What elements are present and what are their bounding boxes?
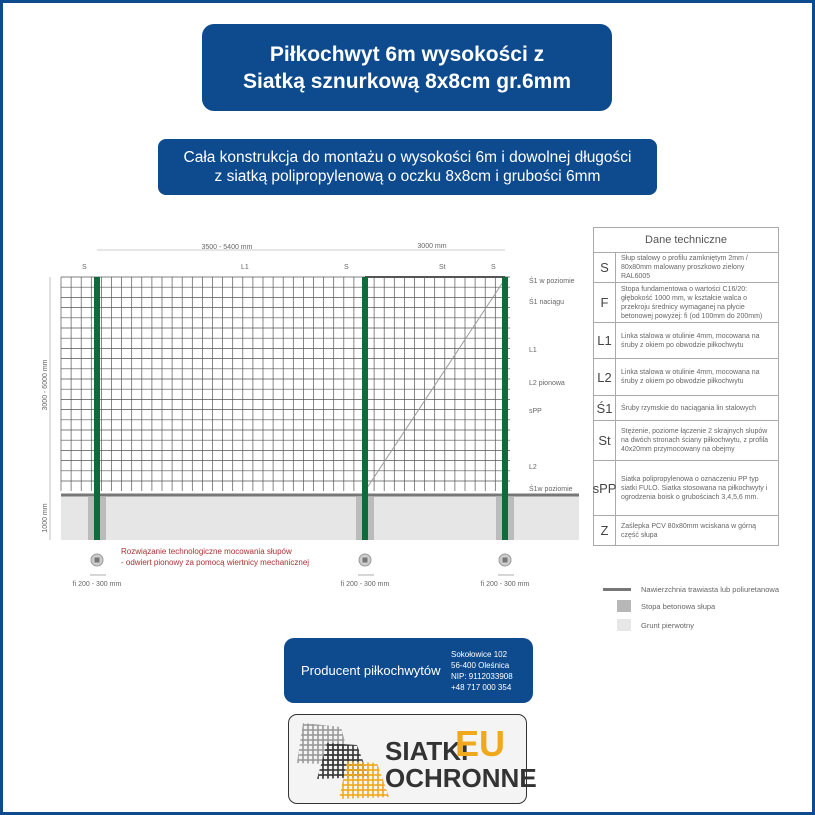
row-code: S	[594, 253, 616, 282]
table-row: F Stopa fundamentowa o wartości C16/20: g…	[594, 283, 778, 323]
tech-data-table: Dane techniczne S Słup stalowy o profilu …	[593, 227, 779, 546]
logo: SIATKI EU OCHRONNE	[288, 714, 537, 804]
soil-swatch	[617, 619, 631, 631]
phone: +48 717 000 354	[451, 682, 512, 692]
logo-text: SIATKI	[385, 736, 469, 766]
row-code: St	[594, 421, 616, 460]
label-st: St	[439, 264, 446, 271]
producer-box: Producent piłkochwytów Sokołowice 102 56…	[284, 638, 533, 703]
row-description: Stężenie, poziome łączenie 2 skrajnych s…	[621, 428, 769, 453]
row-description: Zaślepka PCV 80x80mm wciskana w górną cz…	[621, 522, 757, 539]
table-row: Ś1 Śruby rzymskie do naciągania lin stalo…	[594, 396, 778, 421]
post-section	[362, 557, 368, 563]
row-code: Z	[594, 516, 616, 545]
row-code: Ś1	[594, 396, 616, 420]
dim-left-label: 3500 - 5400 mm	[202, 244, 253, 251]
row-description: Śruby rzymskie do naciągania lin stalowy…	[621, 404, 757, 412]
table-row: Z Zaślepka PCV 80x80mm wciskana w górną c…	[594, 516, 778, 546]
legend-label: Stopa betonowa słupa	[641, 601, 716, 611]
nip: NIP: 9112033908	[451, 671, 513, 681]
legend-foundation: Stopa betonowa słupa	[603, 600, 715, 612]
label-s: S	[344, 264, 349, 271]
steel-post	[362, 277, 368, 540]
label-s: S	[82, 264, 87, 271]
foot-dim-label: fi 200 - 300 mm	[481, 581, 530, 588]
post-section	[94, 557, 100, 563]
address-line: Sokołowice 102	[451, 649, 508, 659]
logo-mesh-icon	[297, 723, 389, 799]
legend-label: Grunt pierwotny	[641, 620, 694, 630]
logo-text-eu: EU	[455, 723, 506, 764]
subtitle-line-2: z siatką polipropylenową o oczku 8x8cm i…	[214, 168, 601, 185]
row-description: Siatka polipropylenowa o oznaczeniu PP t…	[621, 475, 768, 501]
side-label: L2	[529, 464, 537, 471]
dim-ground-label: 1000 mm	[42, 503, 49, 532]
dim-height-label: 3000 - 6000 mm	[42, 359, 49, 410]
page-title: Piłkochwyt 6m wysokości z Siatką sznurko…	[202, 24, 612, 111]
net-mesh	[60, 276, 510, 491]
steel-post	[94, 277, 100, 540]
label-s: S	[491, 264, 496, 271]
ground-soil	[61, 494, 579, 540]
legend-soil: Grunt pierwotny	[603, 619, 694, 631]
subtitle-line-1: Cała konstrukcja do montażu o wysokości …	[183, 149, 632, 166]
title-line-1: Piłkochwyt 6m wysokości z	[269, 42, 545, 66]
side-label: Ś1 w poziomie	[529, 276, 575, 285]
row-code: sPP	[593, 461, 616, 515]
table-row: sPP Siatka polipropylenowa o oznaczeniu P…	[593, 461, 778, 516]
foot-dim-label: fi 200 - 300 mm	[73, 581, 122, 588]
table-row: St Stężenie, poziome łączenie 2 skrajnych…	[594, 421, 778, 461]
foot-dim-label: fi 200 - 300 mm	[341, 581, 390, 588]
table-row: L2 Linka stalowa w otulinie 4mm, mocowana…	[594, 359, 778, 396]
foundation-swatch	[617, 600, 631, 612]
producer-address: Sokołowice 102 56-400 Oleśnica NIP: 9112…	[451, 649, 513, 693]
table-header: Dane techniczne	[594, 228, 778, 253]
row-code: L1	[594, 323, 616, 358]
row-code: F	[594, 283, 616, 322]
table-row: L1 Linka stalowa w otulinie 4mm, mocowana…	[594, 323, 778, 359]
title-line-2: Siatką sznurkową 8x8cm gr.6mm	[243, 69, 571, 93]
row-description: Stopa fundamentowa o wartości C16/20: gł…	[621, 285, 763, 320]
mounting-note-2: - odwiert pionowy za pomocą wiertnicy me…	[121, 558, 309, 567]
subtitle-banner: Cała konstrukcja do montażu o wysokości …	[158, 139, 657, 195]
mounting-note-1: Rozwiązanie technologiczne mocowania słu…	[121, 547, 292, 556]
side-label: Ś1w poziomie	[529, 484, 573, 493]
address-line: 56-400 Oleśnica	[451, 660, 510, 670]
producer-label: Producent piłkochwytów	[301, 663, 441, 678]
side-label: L1	[529, 347, 537, 354]
post-section	[502, 557, 508, 563]
diagonal-cable	[364, 278, 506, 492]
dim-right-label: 3000 mm	[417, 243, 446, 250]
legend-surface: Nawierzchnia trawiasta lub poliuretanowa	[603, 585, 779, 594]
legend-label: Nawierzchnia trawiasta lub poliuretanowa	[641, 585, 779, 594]
row-description: Linka stalowa w otulinie 4mm, mocowana n…	[621, 369, 760, 385]
logo-text: OCHRONNE	[385, 763, 537, 793]
row-description: Linka stalowa w otulinie 4mm, mocowana n…	[621, 332, 760, 349]
side-label: L2 pionowa	[529, 380, 565, 387]
surface-swatch	[603, 588, 631, 591]
label-l1: L1	[241, 264, 249, 271]
side-label: sPP	[529, 408, 542, 415]
row-description: Słup stalowy o profilu zamkniętym 2mm / …	[621, 255, 748, 280]
row-code: L2	[594, 359, 616, 395]
table-row: S Słup stalowy o profilu zamkniętym 2mm /…	[594, 253, 778, 283]
side-label: Ś1 naciągu	[529, 297, 564, 306]
steel-post	[502, 277, 508, 540]
